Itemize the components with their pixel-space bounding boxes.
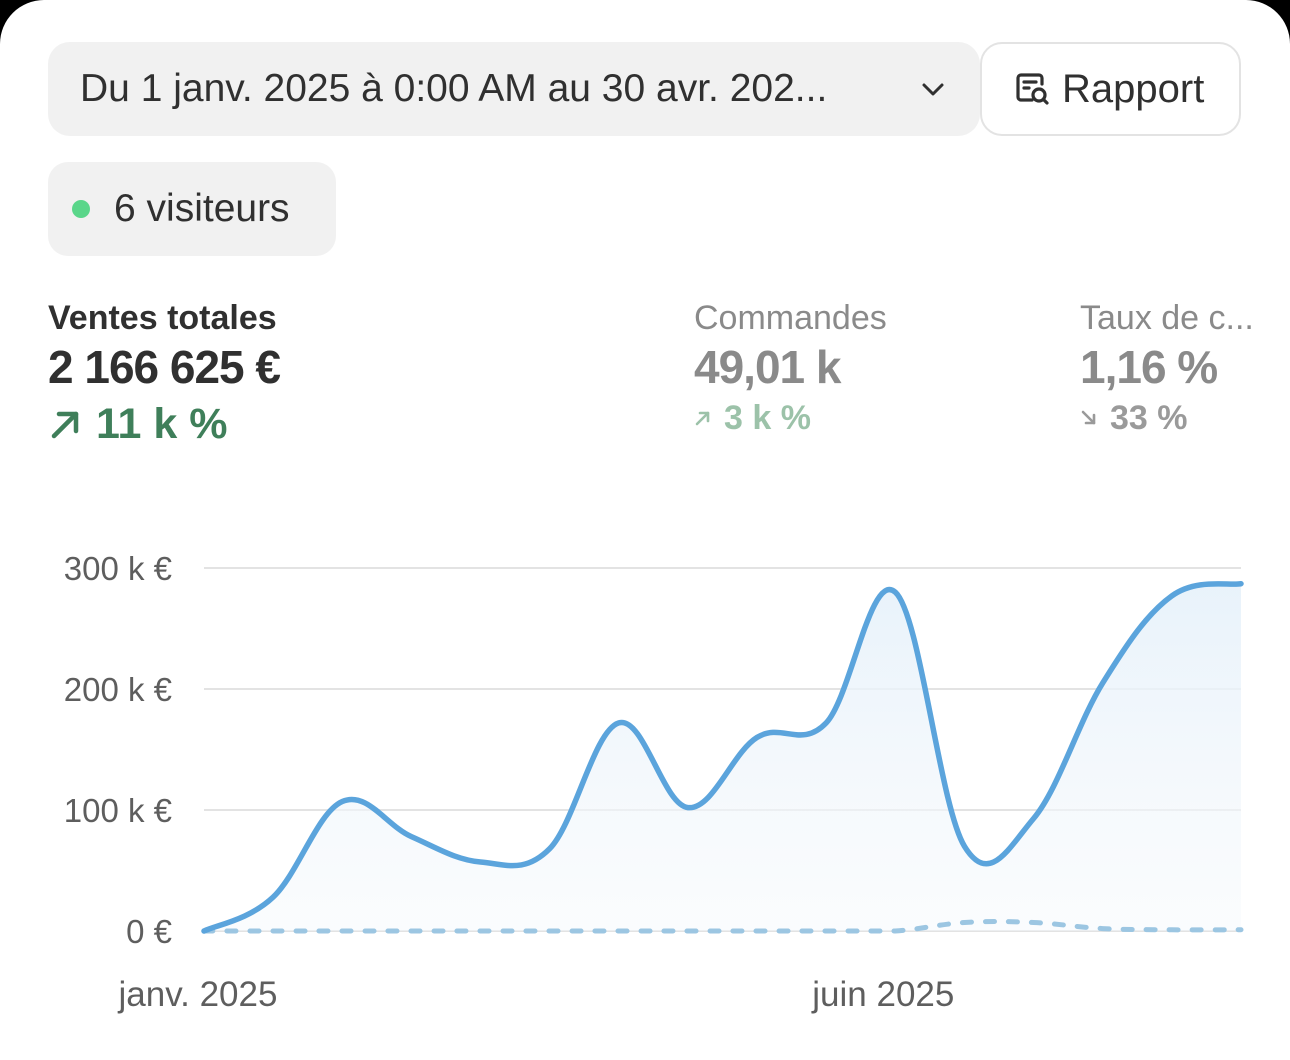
report-button-label: Rapport xyxy=(1062,66,1205,111)
metric-label: Ventes totales xyxy=(48,299,277,337)
metric-conversion-rate[interactable]: Taux de c... 1,16 % 33 % xyxy=(1080,298,1254,440)
metric-change-value: 11 k % xyxy=(96,399,228,448)
y-tick-label: 100 k € xyxy=(64,792,172,829)
x-tick-label: janv. 2025 xyxy=(118,975,278,1014)
y-tick-label: 200 k € xyxy=(64,671,172,708)
report-button[interactable]: Rapport xyxy=(980,42,1241,136)
metric-change-value: 3 k % xyxy=(724,398,811,437)
arrow-down-right-icon xyxy=(1081,410,1096,425)
sales-series-line xyxy=(201,580,1244,934)
metric-change: 11 k % xyxy=(48,396,280,452)
y-tick-label: 300 k € xyxy=(64,550,172,587)
metric-label: Taux de c... xyxy=(1080,299,1254,337)
chevron-down-icon xyxy=(922,83,944,96)
metric-change: 33 % xyxy=(1080,396,1254,440)
sales-line-chart[interactable]: 0 € 100 k € 200 k € 300 k € janv. 2025 juin 2… xyxy=(0,530,1290,1032)
live-visitors-badge[interactable]: 6 visiteurs xyxy=(48,162,336,256)
visitors-label: 6 visiteurs xyxy=(114,187,290,230)
metric-label: Commandes xyxy=(694,299,887,337)
date-range-label: Du 1 janv. 2025 à 0:00 AM au 30 avr. 202… xyxy=(80,67,828,110)
metric-value: 1,16 % xyxy=(1080,341,1218,393)
x-tick-label: juin 2025 xyxy=(811,975,954,1014)
metric-value: 49,01 k xyxy=(694,341,841,393)
arrow-up-right-icon xyxy=(51,411,79,439)
metric-total-sales[interactable]: Ventes totales 2 166 625 € 11 k % xyxy=(48,298,281,452)
series-area xyxy=(204,583,1241,931)
metric-change-value: 33 % xyxy=(1110,398,1188,437)
date-range-picker[interactable]: Du 1 janv. 2025 à 0:00 AM au 30 avr. 202… xyxy=(48,42,980,136)
report-search-icon xyxy=(1016,73,1049,105)
arrow-up-right-icon xyxy=(695,411,710,426)
metric-change: 3 k % xyxy=(694,396,887,440)
live-dot-icon xyxy=(72,200,90,218)
y-tick-label: 0 € xyxy=(126,913,172,950)
metric-orders[interactable]: Commandes 49,01 k 3 k % xyxy=(694,298,887,440)
metric-value: 2 166 625 € xyxy=(48,341,281,393)
